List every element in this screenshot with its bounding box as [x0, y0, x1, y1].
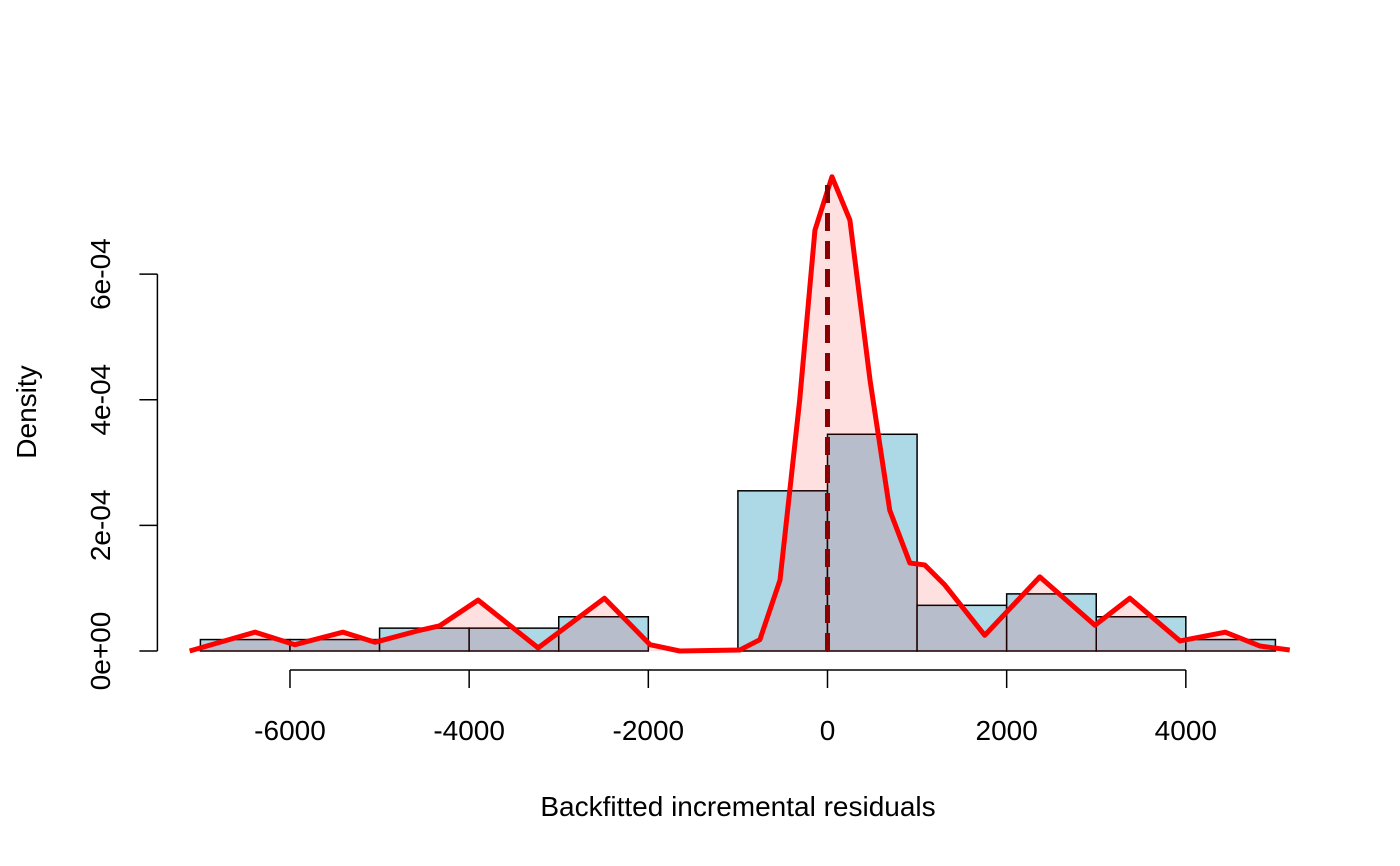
- histogram-bar: [1185, 638, 1277, 652]
- y-tick-label: 0e+00: [85, 612, 116, 691]
- y-tick-label: 4e-04: [85, 364, 116, 436]
- y-tick-label: 6e-04: [85, 238, 116, 310]
- density-curve: [188, 174, 1291, 654]
- x-tick-label: -2000: [613, 715, 685, 746]
- x-tick-label: -4000: [433, 715, 505, 746]
- x-tick-label: 0: [820, 715, 836, 746]
- x-tick-label: 4000: [1155, 715, 1217, 746]
- y-axis-label: Density: [11, 365, 42, 458]
- y-tick-label: 2e-04: [85, 490, 116, 562]
- x-tick-label: 2000: [976, 715, 1038, 746]
- x-axis-label: Backfitted incremental residuals: [540, 791, 935, 822]
- x-tick-label: -6000: [254, 715, 326, 746]
